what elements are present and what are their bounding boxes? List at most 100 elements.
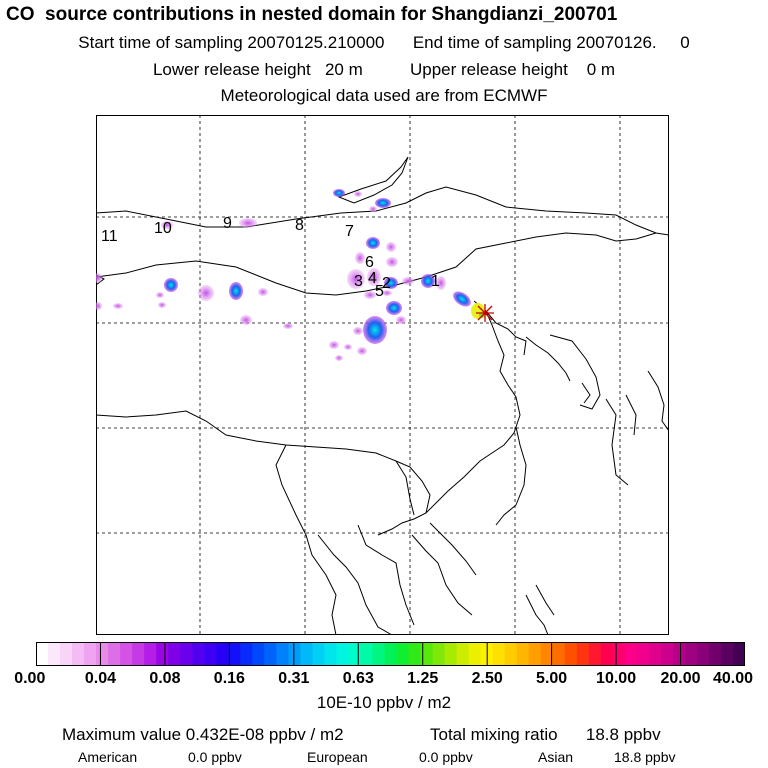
colorbar-cell xyxy=(228,642,241,666)
colorbar-tick-label: 0.04 xyxy=(84,670,117,687)
colorbar-cell xyxy=(720,642,734,666)
colorbar-cell xyxy=(348,642,362,666)
colorbar-cell xyxy=(468,642,482,666)
colorbar-cell xyxy=(552,642,566,666)
trajectory-label-9: 9 xyxy=(223,215,232,232)
colorbar-cell xyxy=(132,642,145,666)
colorbar-cell xyxy=(612,642,626,666)
colorbar-cell xyxy=(240,642,253,666)
colorbar-cell xyxy=(528,642,542,666)
colorbar-cell xyxy=(156,642,169,666)
colorbar-tick-label: 0.31 xyxy=(278,670,310,687)
colorbar-cell xyxy=(600,642,614,666)
map-frame xyxy=(96,115,669,635)
met-data-source: Meteorological data used are from ECMWF xyxy=(220,86,548,105)
colorbar-unit: 10E-10 ppbv / m2 xyxy=(316,693,452,712)
colorbar-cell xyxy=(648,642,662,666)
colorbar-cell xyxy=(624,642,638,666)
colorbar-cell xyxy=(300,642,313,666)
colorbar-tick-label: 10.00 xyxy=(596,670,637,687)
colorbar-cell xyxy=(312,642,326,666)
colorbar-cell xyxy=(540,642,554,666)
colorbar-cell xyxy=(660,642,674,666)
colorbar-tick-label: 0.08 xyxy=(149,670,181,687)
asian-value: 18.8 ppbv xyxy=(614,749,676,765)
colorbar-cell xyxy=(120,642,133,666)
colorbar-cell xyxy=(636,642,650,666)
colorbar-tick-label: 5.00 xyxy=(536,670,568,687)
colorbar-cell xyxy=(432,642,446,666)
trajectory-label-3: 3 xyxy=(354,273,363,290)
colorbar-tick-label: 0.16 xyxy=(213,670,245,687)
colorbar-cell xyxy=(264,642,277,666)
max-value: Maximum value 0.432E-08 ppbv / m2 xyxy=(62,725,344,744)
map-panel: 1 2 3 4 5 6 7 8 9 10 11 xyxy=(96,115,669,635)
colorbar-cell xyxy=(456,642,470,666)
colorbar-cell xyxy=(588,642,602,666)
colorbar-cell xyxy=(36,642,49,666)
colorbar-cell xyxy=(84,642,97,666)
colorbar-cell xyxy=(204,642,217,666)
upper-release-height: Upper release height 0 m xyxy=(409,60,616,79)
colorbar-cell xyxy=(492,642,506,666)
trajectory-label-8: 8 xyxy=(295,217,304,234)
colorbar-tick-label: 0.63 xyxy=(342,670,374,687)
release-heights: Lower release height 20 m Upper release … xyxy=(0,60,768,80)
colorbar-cell xyxy=(504,642,518,666)
colorbar-cell xyxy=(180,642,193,666)
european-value: 0.0 ppbv xyxy=(419,749,473,765)
trajectory-label-2: 2 xyxy=(382,275,391,292)
colorbar-cell xyxy=(732,642,745,666)
asian-label: Asian xyxy=(538,749,574,765)
colorbar-cell xyxy=(372,642,386,666)
trajectory-label-1: 1 xyxy=(431,273,440,290)
trajectory-label-10: 10 xyxy=(154,220,172,237)
colorbar-cell xyxy=(444,642,458,666)
start-time: Start time of sampling 20070125.210000 xyxy=(78,33,385,52)
colorbar-cell xyxy=(384,642,398,666)
colorbar-cell xyxy=(168,642,181,666)
concentration-footprint xyxy=(96,189,485,361)
colorbar-cell xyxy=(576,642,590,666)
colorbar-cell xyxy=(108,642,121,666)
colorbar-cell xyxy=(288,642,301,666)
colorbar-cell xyxy=(144,642,157,666)
trajectory-label-7: 7 xyxy=(345,223,354,240)
colorbar-cell xyxy=(276,642,289,666)
colorbar-cell xyxy=(708,642,722,666)
colorbar-tick-label: 0.00 xyxy=(14,670,46,687)
colorbar-tick-label: 1.25 xyxy=(407,670,439,687)
coastlines-borders xyxy=(96,156,669,635)
colorbar-cell xyxy=(516,642,530,666)
total-mixing-ratio: Total mixing ratio 18.8 ppbv xyxy=(430,725,661,744)
receptor-star-icon xyxy=(476,304,494,322)
page-title: CO source contributions in nested domain… xyxy=(6,4,618,25)
colorbar-cell xyxy=(420,642,434,666)
colorbar-cell xyxy=(336,642,350,666)
american-label: American xyxy=(78,749,138,765)
lower-release-height: Lower release height 20 m xyxy=(152,60,363,79)
end-time: End time of sampling 20070126. 0 xyxy=(412,33,690,52)
colorbar-tick-label: 40.00 xyxy=(712,670,754,687)
colorbar-cell xyxy=(192,642,205,666)
colorbar-tick-label: 2.50 xyxy=(471,670,503,687)
colorbar-cell xyxy=(672,642,686,666)
colorbar-cell xyxy=(48,642,61,666)
colorbar-cell xyxy=(60,642,73,666)
european-label: European xyxy=(307,749,368,765)
colorbar-cell xyxy=(72,642,85,666)
colorbar-cell xyxy=(216,642,229,666)
american-value: 0.0 ppbv xyxy=(188,749,242,765)
colorbar xyxy=(36,642,745,666)
trajectory-label-11: 11 xyxy=(101,228,118,245)
trajectory-labels: 1 2 3 4 5 6 7 8 9 10 11 xyxy=(101,215,440,300)
trajectory-label-6: 6 xyxy=(365,254,374,271)
colorbar-cell xyxy=(396,642,410,666)
colorbar-cell xyxy=(96,642,109,666)
sampling-times: Start time of sampling 20070125.210000 E… xyxy=(0,33,768,53)
colorbar-cell xyxy=(564,642,578,666)
colorbar-cell xyxy=(408,642,422,666)
lat-lon-grid xyxy=(96,115,669,635)
colorbar-tick-label: 20.00 xyxy=(660,670,701,687)
colorbar-cell xyxy=(324,642,338,666)
